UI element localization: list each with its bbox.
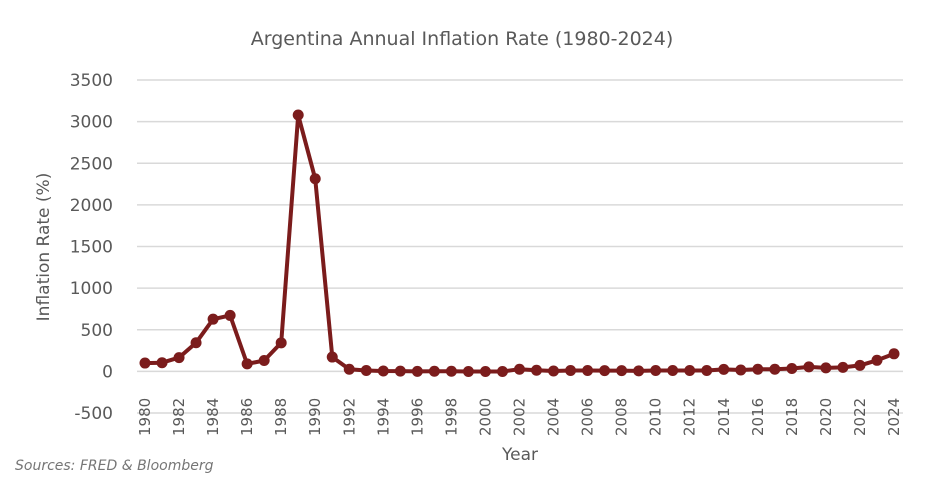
data-point-2009 <box>633 365 645 377</box>
data-point-2023 <box>871 354 883 366</box>
data-point-2021 <box>837 361 849 373</box>
data-point-2012 <box>684 365 696 377</box>
x-tick-label: 1984 <box>204 398 222 436</box>
data-point-1988 <box>275 337 287 349</box>
chart-title: Argentina Annual Inflation Rate (1980-20… <box>251 28 674 50</box>
y-tick-label: 2500 <box>70 154 113 174</box>
data-point-2011 <box>667 365 679 377</box>
x-axis-label: Year <box>501 445 538 465</box>
x-tick-label: 1998 <box>442 398 460 436</box>
data-point-1997 <box>428 365 440 377</box>
data-point-1998 <box>445 365 457 377</box>
y-tick-label: -500 <box>74 404 113 424</box>
y-tick-label: 3500 <box>70 71 113 91</box>
data-point-1983 <box>190 337 202 349</box>
data-point-2001 <box>496 365 508 377</box>
data-point-2005 <box>565 365 577 377</box>
x-tick-label: 2006 <box>579 398 597 436</box>
x-tick-label: 2024 <box>885 398 903 436</box>
x-tick-label: 1982 <box>170 398 188 436</box>
data-point-2022 <box>854 359 866 371</box>
x-tick-label: 2012 <box>681 398 699 436</box>
gridlines <box>137 79 903 414</box>
x-tick-label: 1988 <box>272 398 290 436</box>
x-tick-label: 2004 <box>545 398 563 436</box>
x-tick-label: 1994 <box>374 398 392 436</box>
data-point-2024 <box>888 348 900 360</box>
series-line <box>144 113 895 374</box>
data-point-1981 <box>156 357 168 369</box>
y-tick-label: 500 <box>81 321 113 341</box>
x-tick-label: 2020 <box>817 398 835 436</box>
data-point-1990 <box>309 173 321 185</box>
data-point-2002 <box>514 363 525 375</box>
y-axis-ticks: -500 0 500 1000 1500 2000 2500 3000 3500 <box>70 71 113 424</box>
data-point-2017 <box>769 363 781 375</box>
data-point-1992 <box>343 363 355 375</box>
data-point-2020 <box>820 362 832 374</box>
data-point-2015 <box>735 364 747 376</box>
data-point-1991 <box>326 351 338 363</box>
data-point-1989 <box>292 109 304 121</box>
data-point-1995 <box>394 365 406 377</box>
x-tick-label: 1980 <box>136 398 154 436</box>
x-tick-label: 2016 <box>749 398 767 436</box>
x-tick-label: 1986 <box>238 398 256 436</box>
data-point-2006 <box>582 364 594 376</box>
data-point-2003 <box>531 364 543 376</box>
y-axis-label: Inflation Rate (%) <box>34 173 54 322</box>
data-point-1996 <box>411 365 423 377</box>
data-point-2007 <box>599 365 611 377</box>
data-point-1980 <box>139 357 151 369</box>
y-tick-label: 1000 <box>70 279 113 299</box>
x-tick-label: 2002 <box>511 398 529 436</box>
data-point-2018 <box>786 363 798 375</box>
x-tick-label: 1996 <box>408 398 426 436</box>
data-point-2004 <box>548 365 560 377</box>
data-point-1984 <box>207 313 219 325</box>
data-point-1993 <box>360 364 372 376</box>
x-tick-label: 2008 <box>613 398 631 436</box>
data-point-2013 <box>701 364 713 376</box>
data-point-2019 <box>803 361 815 373</box>
y-tick-label: 2000 <box>70 196 113 216</box>
source-note: Sources: FRED & Bloomberg <box>15 458 214 474</box>
x-tick-label: 2022 <box>851 398 869 436</box>
y-tick-label: 3000 <box>70 113 113 133</box>
data-point-2014 <box>718 363 730 375</box>
data-point-2000 <box>479 365 491 377</box>
x-tick-label: 1992 <box>340 398 358 436</box>
x-tick-label: 2000 <box>476 398 494 436</box>
x-tick-label: 1990 <box>306 398 324 436</box>
y-tick-label: 0 <box>102 362 113 382</box>
series-inflation <box>139 109 900 377</box>
data-point-2010 <box>650 364 662 376</box>
data-point-1986 <box>241 358 253 370</box>
x-tick-label: 2018 <box>783 398 801 436</box>
x-tick-label: 2010 <box>647 398 665 436</box>
data-point-1985 <box>224 309 236 321</box>
data-point-1999 <box>462 365 474 377</box>
data-point-1982 <box>173 352 185 364</box>
data-point-2008 <box>616 365 628 377</box>
data-point-1994 <box>377 365 389 377</box>
data-point-1987 <box>258 354 270 366</box>
x-tick-label: 2014 <box>715 398 733 436</box>
y-tick-label: 1500 <box>70 238 113 258</box>
x-axis-ticks: 1980 1982 1984 1986 1988 1990 1992 1994 1996 1998… <box>136 398 903 436</box>
data-point-2016 <box>752 363 764 375</box>
